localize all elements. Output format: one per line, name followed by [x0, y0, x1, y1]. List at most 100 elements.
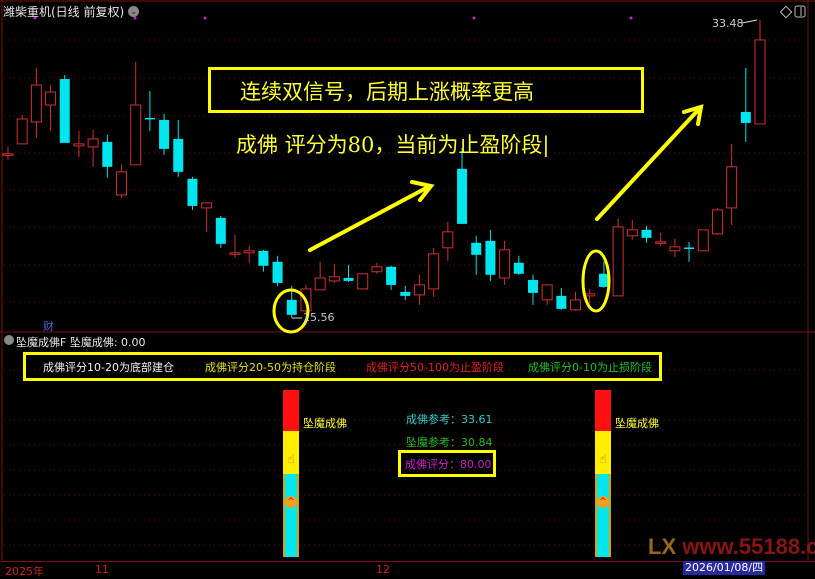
high-price-label: 33.48: [712, 17, 744, 30]
candle[interactable]: [754, 20, 766, 125]
stock-title: 潍柴重机(日线 前复权): [3, 5, 125, 19]
signal-circle-1: [272, 288, 310, 334]
candle-body: [45, 91, 57, 106]
candle-body: [173, 138, 184, 172]
candle[interactable]: [201, 202, 213, 232]
candle-body: [328, 276, 340, 282]
candle[interactable]: [485, 229, 496, 281]
magenta-markers: [33, 16, 633, 20]
candle-body: [159, 119, 170, 149]
candle[interactable]: [740, 67, 751, 142]
candle-body: [471, 242, 482, 255]
title-bar: 潍柴重机(日线 前复权) ⌄: [3, 3, 140, 20]
candle[interactable]: [272, 255, 283, 286]
candle-body: [73, 143, 85, 147]
candle[interactable]: [144, 91, 155, 131]
candle[interactable]: [187, 176, 198, 210]
candle[interactable]: [30, 67, 42, 138]
axis-month-12: 12: [376, 563, 390, 576]
candle[interactable]: [513, 255, 524, 275]
candle[interactable]: [45, 85, 57, 131]
candle[interactable]: [16, 114, 28, 145]
candle-body: [457, 168, 468, 224]
candle[interactable]: [541, 284, 553, 305]
candle-body: [187, 178, 198, 206]
candle[interactable]: [386, 265, 397, 290]
candle[interactable]: [400, 285, 411, 300]
candle[interactable]: [726, 143, 738, 225]
candle-body: [201, 202, 213, 209]
candle[interactable]: [598, 261, 609, 288]
candle[interactable]: [442, 221, 454, 261]
candle-body: [428, 253, 440, 290]
candle-body: [144, 117, 155, 120]
diamond-icon[interactable]: [779, 5, 793, 19]
candle[interactable]: [570, 291, 582, 311]
candle[interactable]: [343, 264, 354, 282]
candle[interactable]: [73, 130, 85, 157]
candle-body: [130, 104, 142, 166]
candle-body: [655, 241, 667, 244]
candle[interactable]: [116, 164, 128, 198]
candle[interactable]: [314, 261, 326, 291]
candle-body: [59, 79, 70, 143]
candle[interactable]: [229, 234, 241, 258]
candle[interactable]: [130, 61, 142, 166]
candle[interactable]: [328, 263, 340, 283]
candle[interactable]: [2, 146, 14, 160]
candle[interactable]: [527, 274, 538, 305]
cursor-date: 2026/01/08/四: [683, 561, 766, 575]
candle[interactable]: [457, 147, 468, 224]
candle[interactable]: [556, 287, 567, 310]
panel-toggle-icon[interactable]: [794, 5, 806, 18]
candle[interactable]: [371, 262, 383, 274]
candle-body: [499, 249, 511, 279]
candle[interactable]: [471, 235, 482, 275]
candle[interactable]: [641, 225, 652, 243]
watermark-logo: LX www.55188.com: [648, 535, 815, 559]
candle-body: [2, 153, 14, 156]
hand-pointer-icon: ☝: [287, 452, 295, 466]
candle-body: [754, 39, 766, 125]
candle[interactable]: [655, 232, 667, 246]
marker-dot: [33, 16, 37, 20]
candle[interactable]: [428, 247, 440, 297]
candle[interactable]: [669, 238, 681, 257]
candle-body: [16, 118, 28, 145]
candle-body: [541, 284, 553, 301]
candle-body: [527, 279, 538, 293]
marker-dot: [203, 16, 207, 20]
candle-body: [343, 277, 354, 281]
candle[interactable]: [87, 129, 99, 167]
candle[interactable]: [499, 240, 511, 285]
candle[interactable]: [258, 249, 269, 272]
candle-body: [87, 138, 99, 148]
candle[interactable]: [215, 215, 226, 248]
finance-marker[interactable]: 财: [43, 320, 54, 333]
up-caret-icon: ^: [597, 496, 609, 508]
candle-body: [513, 262, 524, 274]
candle[interactable]: [711, 207, 723, 235]
candle[interactable]: [612, 218, 624, 297]
candle-body: [612, 226, 624, 297]
up-caret-icon: ^: [285, 496, 297, 508]
candle[interactable]: [159, 113, 170, 155]
candle[interactable]: [697, 229, 709, 252]
chevron-down-circle-icon[interactable]: ⌄: [128, 6, 140, 17]
candle-body: [641, 229, 652, 238]
candle-body: [386, 266, 397, 285]
candle-body: [258, 250, 269, 266]
candle[interactable]: [59, 74, 70, 143]
candle[interactable]: [413, 274, 425, 305]
candle[interactable]: [684, 241, 695, 262]
candle[interactable]: [357, 273, 369, 290]
candle-body: [357, 273, 369, 290]
candle[interactable]: [243, 245, 255, 263]
candle-body: [314, 277, 326, 291]
candle[interactable]: [626, 219, 638, 240]
candle[interactable]: [173, 119, 184, 177]
axis-month-11: 11: [95, 563, 109, 576]
candle[interactable]: [102, 134, 113, 178]
candle-body: [740, 111, 751, 123]
